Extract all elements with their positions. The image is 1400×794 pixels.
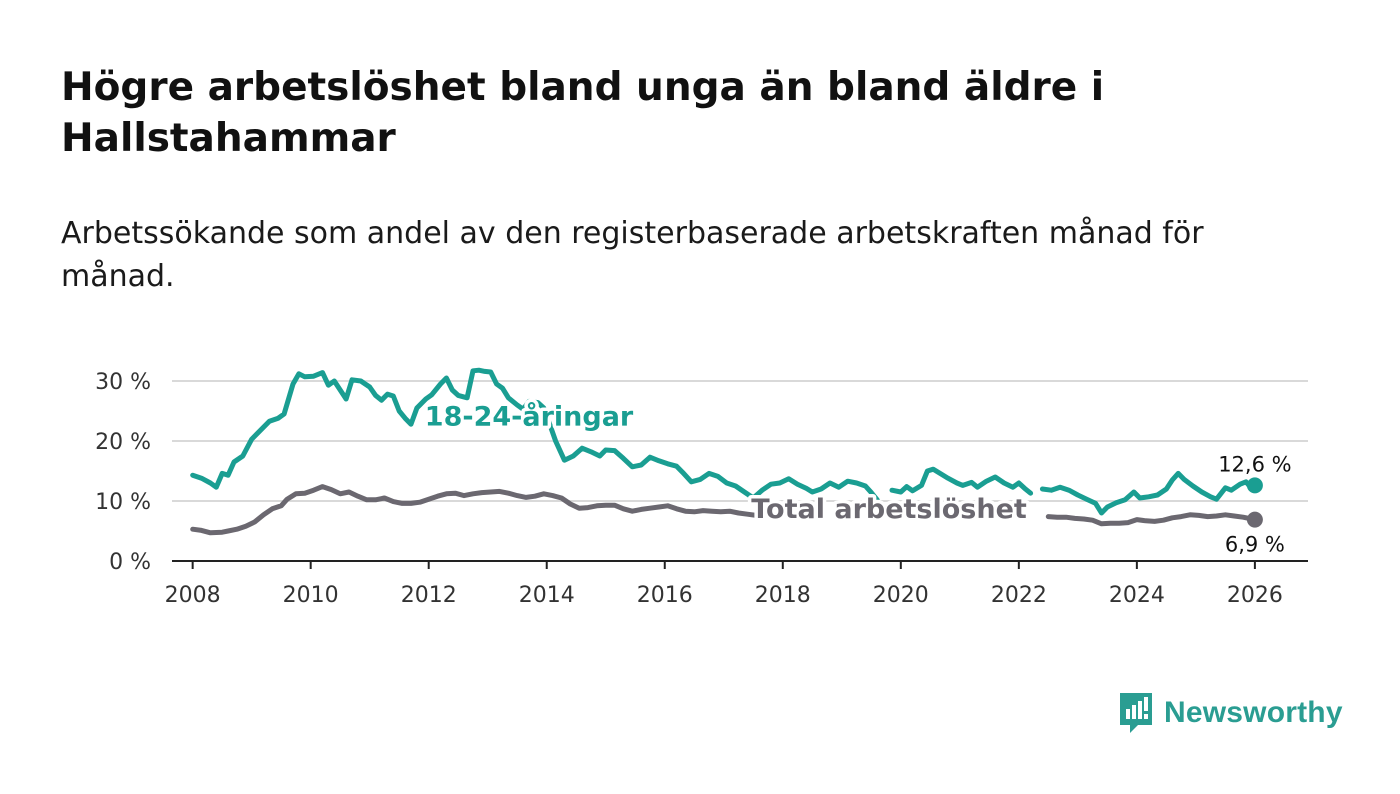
- y-tick-label: 20 %: [95, 430, 151, 455]
- y-tick-label: 30 %: [95, 370, 151, 395]
- x-tick-label: 2016: [637, 583, 693, 608]
- newsworthy-logo-icon: [1120, 693, 1152, 733]
- end-value-total: 6,9 %: [1225, 533, 1285, 557]
- line-chart: 18-24-åringar Total arbetslöshet 12,6 % …: [95, 367, 1308, 608]
- series-lines: [190, 367, 1263, 536]
- x-tick-label: 2020: [873, 583, 929, 608]
- x-tick-label: 2014: [519, 583, 575, 608]
- series-label-total: Total arbetslöshet: [751, 494, 1027, 525]
- y-tick-label: 0 %: [109, 550, 151, 575]
- x-tick-label: 2022: [991, 583, 1047, 608]
- end-point-youth: [1246, 477, 1263, 494]
- y-tick-label: 10 %: [95, 490, 151, 515]
- series-line-total: [190, 484, 1258, 536]
- end-value-youth: 12,6 %: [1218, 452, 1291, 476]
- grid-lines: [172, 380, 1308, 502]
- brand-name: Newsworthy: [1164, 696, 1343, 729]
- x-tick-label: 2008: [165, 583, 221, 608]
- x-tick-label: 2010: [283, 583, 339, 608]
- axes: 0 % 10 % 20 % 30 % 2008 2010 2012 2014 2016 2018 2…: [95, 370, 1308, 608]
- series-line-youth: [190, 367, 1258, 516]
- brand-logo: Newsworthy: [1118, 690, 1343, 736]
- x-tick-label: 2024: [1109, 583, 1165, 608]
- series-label-youth: 18-24-åringar: [425, 400, 634, 432]
- x-tick-label: 2026: [1227, 583, 1283, 608]
- page-title: Högre arbetslöshet bland unga än bland ä…: [61, 65, 1105, 161]
- x-tick-label: 2012: [401, 583, 457, 608]
- end-point-total: [1246, 511, 1263, 528]
- chart-subtitle: Arbetssökande som andel av den registerb…: [61, 216, 1204, 294]
- x-tick-label: 2018: [755, 583, 811, 608]
- series-labels: 18-24-åringar Total arbetslöshet 12,6 % …: [421, 397, 1291, 557]
